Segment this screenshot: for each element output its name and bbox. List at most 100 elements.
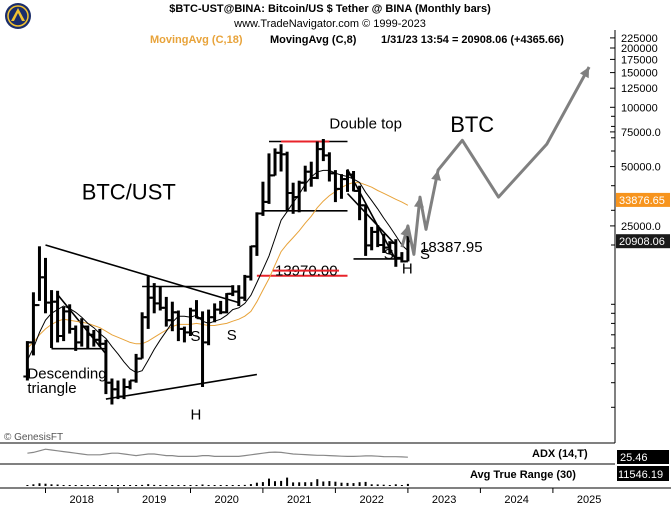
annotation-label: Descending [27, 366, 106, 383]
atr-bar [50, 484, 53, 486]
ma8-layer [26, 169, 409, 374]
projection-arrowhead [414, 197, 424, 208]
price-flag-label: 20908.06 [619, 236, 665, 248]
atr-bar [62, 485, 65, 486]
price-tick-label: 50000.0 [621, 162, 661, 174]
price-tick-label: 200000 [621, 43, 658, 55]
atr-bar [370, 484, 373, 486]
atr-bar [92, 485, 95, 486]
adx-line [27, 448, 408, 458]
projection-arrowhead [431, 170, 441, 181]
price-bar [204, 309, 213, 346]
price-bar [301, 165, 310, 192]
atr-bar [364, 481, 367, 486]
atr-bar [388, 485, 391, 486]
price-bar [283, 151, 292, 211]
atr-bar [310, 482, 313, 486]
price-bar [222, 292, 231, 314]
price-flag-label: 33876.65 [619, 195, 665, 207]
price-bar [47, 290, 56, 348]
atr-bar [322, 481, 325, 486]
atr-bar [32, 484, 35, 486]
atr-bar [147, 484, 150, 486]
price-flag [616, 234, 670, 249]
atr-bar [268, 478, 270, 486]
ma18-layer [27, 181, 409, 349]
projection-path [400, 66, 591, 256]
moving-average-18-line [27, 181, 409, 349]
atr-bar [207, 485, 210, 486]
atr-bar [400, 485, 403, 486]
atr-bar [195, 485, 198, 486]
atr-bar [316, 479, 319, 486]
price-bar [162, 296, 171, 327]
atr-bar [255, 482, 258, 486]
atr-bar [249, 484, 252, 486]
atr-bar [153, 484, 156, 486]
price-bar [361, 204, 370, 256]
atr-bar [334, 481, 337, 486]
atr-bar [44, 483, 47, 486]
atr-bar [225, 485, 228, 486]
price-tick-label: 100000 [621, 102, 658, 114]
price-bar [252, 212, 261, 256]
atr-bar [243, 484, 246, 486]
atr-bar [219, 485, 222, 486]
atr-value: 11546.19 [618, 469, 663, 481]
adx-label: ADX (14,T) [532, 448, 588, 460]
atr-bar [189, 485, 192, 486]
atr-bar [68, 485, 71, 486]
price-bar [192, 300, 201, 320]
time-tick-label: 2024 [504, 494, 528, 506]
atr-bar [352, 483, 355, 486]
annotation-label: S [420, 246, 430, 263]
price-bar [234, 285, 243, 306]
atr-bar [56, 484, 59, 486]
atr-bar [213, 485, 216, 486]
atr-bar [274, 481, 276, 486]
annotation-label: 18387.95 [420, 239, 483, 256]
atr-bar [394, 484, 397, 486]
price-bar [295, 180, 304, 213]
price-bar [41, 257, 50, 314]
atr-bar [231, 485, 234, 486]
projection-arrowhead [579, 67, 590, 79]
price-bar [35, 246, 44, 307]
annotation-label: S [191, 328, 201, 345]
price-bar [240, 274, 249, 301]
price-tick-label: 225000 [621, 33, 658, 45]
watermark: © GenesisFT [4, 432, 63, 443]
trade-navigator-logo-icon [5, 3, 31, 29]
atr-bar [177, 485, 180, 486]
price-bar [107, 378, 116, 405]
atr-bar [86, 485, 89, 486]
atr-bar [38, 483, 41, 486]
time-tick-label: 2019 [142, 494, 166, 506]
projection-layer [400, 66, 591, 256]
atr-bar [261, 482, 264, 486]
atr-bar [298, 482, 301, 486]
legend-ma8: MovingAvg (C,8) [270, 34, 357, 46]
atr-bar [171, 485, 174, 486]
price-tick-label: 125000 [621, 83, 658, 95]
atr-bar [358, 482, 361, 486]
atr-value-flag [617, 466, 669, 481]
trendline [105, 373, 258, 400]
atr-bar [165, 485, 168, 486]
price-bar [150, 283, 159, 314]
time-tick-label: 2025 [577, 494, 601, 506]
annotation-label: BTC/UST [82, 180, 176, 205]
atr-bar [376, 484, 379, 486]
price-bar [246, 245, 255, 281]
price-bar [264, 153, 273, 204]
atr-bar [382, 484, 385, 486]
price-bar [144, 276, 153, 329]
price-bar [29, 292, 38, 356]
time-tick-label: 2020 [214, 494, 238, 506]
time-tick-label: 2022 [359, 494, 383, 506]
price-flags: 33876.65 20908.06 [616, 192, 670, 249]
moving-average-8-line [26, 169, 409, 374]
atr-bar [117, 485, 119, 486]
